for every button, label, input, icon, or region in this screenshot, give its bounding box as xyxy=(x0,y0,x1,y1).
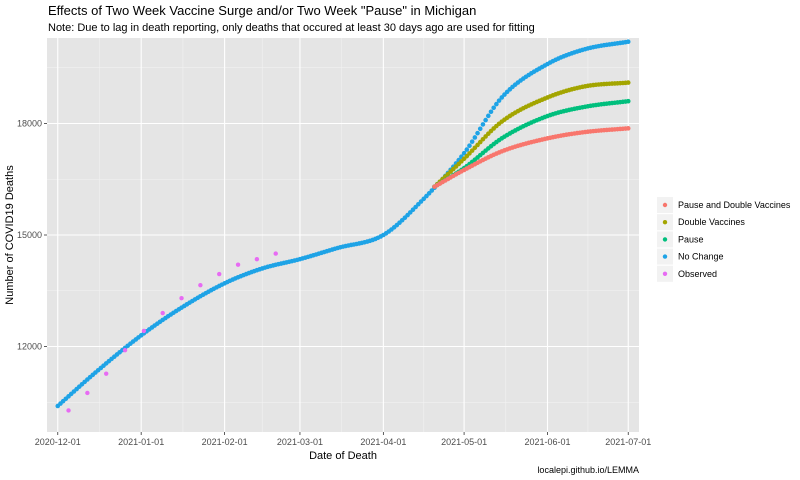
legend-marker xyxy=(662,202,668,208)
chart-caption: localepi.github.io/LEMMA xyxy=(537,465,639,475)
chart-title: Effects of Two Week Vaccine Surge and/or… xyxy=(48,3,476,18)
series-point xyxy=(472,145,478,151)
series-point xyxy=(488,109,494,115)
legend-marker xyxy=(662,254,668,259)
x-tick-label: 2021-07-01 xyxy=(605,437,651,447)
x-axis-ticks: 2020-12-01 2021-01-01 2021-02-01 2021-03-01… xyxy=(35,432,651,447)
legend: Pause and Double Vaccines Double Vaccines… xyxy=(655,193,791,285)
observed-point xyxy=(122,348,128,353)
y-tick-label: 12000 xyxy=(17,342,42,352)
series-pause-and-double-vaccines xyxy=(432,126,631,189)
observed-point xyxy=(273,251,278,256)
legend-label: Observed xyxy=(678,269,717,279)
observed-point xyxy=(104,371,109,376)
observed-point xyxy=(254,256,260,262)
x-axis-label: Date of Death xyxy=(309,450,377,462)
x-tick-label: 2021-02-01 xyxy=(202,437,248,447)
observed-point xyxy=(198,282,203,288)
legend-box xyxy=(655,193,770,285)
series-point xyxy=(467,143,472,149)
series-point xyxy=(472,135,478,140)
series-point xyxy=(477,126,483,132)
series-point xyxy=(464,147,470,152)
x-tick-label: 2021-03-01 xyxy=(277,437,323,447)
series-point xyxy=(625,126,631,131)
series-point xyxy=(499,95,505,100)
legend-marker xyxy=(662,237,668,242)
series-point xyxy=(625,80,631,85)
observed-point xyxy=(141,328,147,334)
y-axis-label: Number of COVID19 Deaths xyxy=(4,165,16,305)
series-point xyxy=(491,105,496,111)
x-tick-label: 2021-01-01 xyxy=(118,437,164,447)
y-tick-label: 15000 xyxy=(17,230,42,240)
series-point xyxy=(496,98,502,103)
series-point xyxy=(475,130,480,136)
legend-marker xyxy=(662,271,668,276)
observed-point xyxy=(179,295,184,301)
series-layer xyxy=(55,39,631,413)
x-tick-label: 2021-06-01 xyxy=(524,437,570,447)
series-point xyxy=(625,39,631,45)
series-point xyxy=(494,101,499,107)
legend-label: No Change xyxy=(678,252,724,262)
series-point xyxy=(475,142,480,148)
series-point xyxy=(483,117,488,123)
series-no-change xyxy=(55,39,631,409)
grid-major xyxy=(47,38,639,432)
observed-point xyxy=(235,262,241,267)
y-axis-ticks: 12000 15000 18000 xyxy=(17,118,47,352)
x-tick-label: 2020-12-01 xyxy=(35,437,81,447)
x-tick-label: 2021-05-01 xyxy=(441,437,487,447)
series-observed xyxy=(66,251,278,413)
legend-label: Pause and Double Vaccines xyxy=(678,200,791,210)
y-tick-label: 18000 xyxy=(17,118,42,128)
series-point xyxy=(625,98,631,104)
series-point xyxy=(486,113,491,119)
legend-marker xyxy=(662,220,668,225)
series-point xyxy=(461,150,467,156)
series-point xyxy=(469,139,475,144)
legend-label: Double Vaccines xyxy=(678,217,745,227)
observed-point xyxy=(85,390,90,396)
x-tick-label: 2021-04-01 xyxy=(360,437,406,447)
observed-point xyxy=(217,271,222,277)
series-point xyxy=(480,122,486,127)
legend-label: Pause xyxy=(678,234,704,244)
observed-point xyxy=(66,408,71,413)
observed-point xyxy=(160,310,165,316)
chart-subtitle: Note: Due to lag in death reporting, onl… xyxy=(48,22,535,34)
